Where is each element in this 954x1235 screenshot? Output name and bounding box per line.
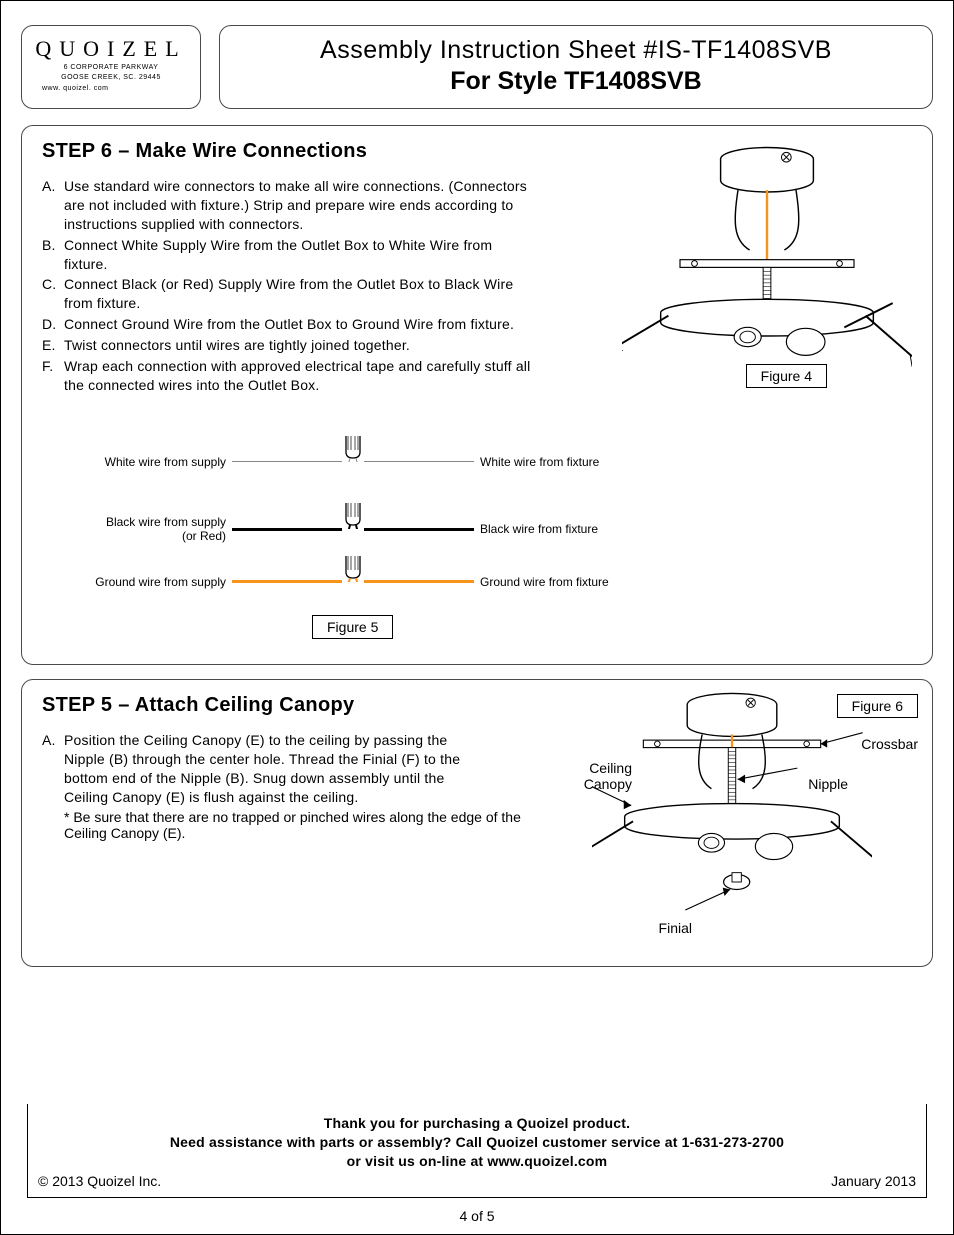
item-text: Wrap each connection with approved elect… xyxy=(64,357,532,395)
doc-title-2: For Style TF1408SVB xyxy=(228,67,924,96)
figure4-illustration xyxy=(622,134,912,385)
wire-line xyxy=(232,580,342,583)
item-text: Connect Black (or Red) Supply Wire from … xyxy=(64,275,532,313)
figure4-label: Figure 4 xyxy=(746,364,827,388)
wire-right-label: White wire from fixture xyxy=(474,455,644,469)
wire-line xyxy=(364,461,474,462)
wire-left-label: Black wire from supply (or Red) xyxy=(82,515,232,544)
wire-right-label: Ground wire from fixture xyxy=(474,575,644,589)
item-text: Use standard wire connectors to make all… xyxy=(64,177,532,234)
header: QUOIZEL 6 CORPORATE PARKWAY GOOSE CREEK,… xyxy=(21,25,933,109)
item-text: Connect Ground Wire from the Outlet Box … xyxy=(64,315,532,334)
item-letter: D. xyxy=(42,315,64,334)
page-number: 4 of 5 xyxy=(1,1208,953,1224)
step6-item: D.Connect Ground Wire from the Outlet Bo… xyxy=(42,315,532,334)
figure6-illustration xyxy=(592,686,872,929)
step5-note: * Be sure that there are no trapped or p… xyxy=(64,809,524,841)
wire-line xyxy=(232,461,342,462)
footer-copyright: © 2013 Quoizel Inc. xyxy=(38,1173,161,1189)
page: QUOIZEL 6 CORPORATE PARKWAY GOOSE CREEK,… xyxy=(0,0,954,1235)
wire-line xyxy=(364,528,474,531)
wire-line xyxy=(232,528,342,531)
item-letter: F. xyxy=(42,357,64,395)
wire-left-label: White wire from supply xyxy=(82,455,232,469)
wire-cap-icon xyxy=(342,499,364,529)
item-text: Twist connectors until wires are tightly… xyxy=(64,336,532,355)
item-letter: E. xyxy=(42,336,64,355)
brand-name: QUOIZEL xyxy=(34,36,188,62)
doc-title-1: Assembly Instruction Sheet #IS-TF1408SVB xyxy=(228,36,924,65)
step5-item: A.Position the Ceiling Canopy (E) to the… xyxy=(42,731,492,807)
label-crossbar: Crossbar xyxy=(861,736,918,752)
item-letter: B. xyxy=(42,236,64,274)
logo-box: QUOIZEL 6 CORPORATE PARKWAY GOOSE CREEK,… xyxy=(21,25,201,109)
title-box: Assembly Instruction Sheet #IS-TF1408SVB… xyxy=(219,25,933,109)
wire-right-label: Black wire from fixture xyxy=(474,522,644,536)
step6-box: STEP 6 – Make Wire Connections A.Use sta… xyxy=(21,125,933,665)
footer-box: Thank you for purchasing a Quoizel produ… xyxy=(27,1104,927,1198)
item-letter: C. xyxy=(42,275,64,313)
figure5-label: Figure 5 xyxy=(312,615,393,639)
wire-cap-icon xyxy=(342,552,364,582)
label-nipple: Nipple xyxy=(808,776,848,792)
footer-visit: or visit us on-line at www.quoizel.com xyxy=(38,1152,916,1171)
brand-site: www. quoizel. com xyxy=(42,85,188,93)
wire-cap-icon xyxy=(342,432,364,462)
step5-list: A.Position the Ceiling Canopy (E) to the… xyxy=(42,731,492,807)
wire-left-label: Ground wire from supply xyxy=(82,575,232,589)
label-finial: Finial xyxy=(659,920,692,936)
step6-item: A.Use standard wire connectors to make a… xyxy=(42,177,532,234)
step6-list: A.Use standard wire connectors to make a… xyxy=(42,177,532,395)
footer-thanks: Thank you for purchasing a Quoizel produ… xyxy=(38,1114,916,1133)
figure5-diagram: White wire from supply White wire from f… xyxy=(42,425,912,655)
step5-box: STEP 5 – Attach Ceiling Canopy A.Positio… xyxy=(21,679,933,967)
step6-item: E.Twist connectors until wires are tight… xyxy=(42,336,532,355)
label-canopy: Ceiling Canopy xyxy=(584,760,632,792)
item-letter: A. xyxy=(42,177,64,234)
brand-addr2: GOOSE CREEK, SC. 29445 xyxy=(34,74,188,82)
step6-item: C.Connect Black (or Red) Supply Wire fro… xyxy=(42,275,532,313)
brand-addr1: 6 CORPORATE PARKWAY xyxy=(34,64,188,72)
footer-assist: Need assistance with parts or assembly? … xyxy=(38,1133,916,1152)
item-text: Connect White Supply Wire from the Outle… xyxy=(64,236,532,274)
wire-line xyxy=(364,580,474,583)
item-text: Position the Ceiling Canopy (E) to the c… xyxy=(64,731,492,807)
item-letter: A. xyxy=(42,731,64,807)
step6-item: B.Connect White Supply Wire from the Out… xyxy=(42,236,532,274)
footer-date: January 2013 xyxy=(831,1173,916,1189)
step6-item: F.Wrap each connection with approved ele… xyxy=(42,357,532,395)
